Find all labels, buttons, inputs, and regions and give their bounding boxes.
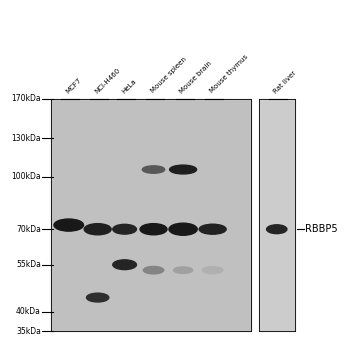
Text: HeLa: HeLa (120, 78, 137, 94)
Ellipse shape (143, 266, 164, 274)
Text: RBBP5: RBBP5 (305, 224, 338, 234)
Ellipse shape (199, 224, 226, 234)
Text: 70kDa: 70kDa (16, 225, 41, 234)
Text: 170kDa: 170kDa (11, 94, 41, 103)
Text: Mouse brain: Mouse brain (179, 60, 213, 94)
Text: 35kDa: 35kDa (16, 327, 41, 336)
Text: 100kDa: 100kDa (11, 172, 41, 181)
Ellipse shape (170, 165, 196, 174)
Bar (51, 99, 251, 331)
Ellipse shape (140, 224, 167, 235)
Ellipse shape (113, 260, 137, 270)
Ellipse shape (203, 267, 223, 274)
Text: 55kDa: 55kDa (16, 260, 41, 269)
Ellipse shape (142, 166, 165, 173)
Ellipse shape (174, 267, 193, 273)
Text: 130kDa: 130kDa (11, 134, 41, 142)
Ellipse shape (84, 224, 111, 235)
Text: Rat liver: Rat liver (272, 70, 297, 94)
Text: NCI-H460: NCI-H460 (94, 67, 121, 94)
Ellipse shape (54, 219, 84, 231)
Text: 40kDa: 40kDa (16, 307, 41, 316)
Text: MCF7: MCF7 (65, 77, 82, 95)
Ellipse shape (86, 293, 109, 302)
Ellipse shape (169, 223, 197, 235)
Ellipse shape (267, 225, 287, 234)
Ellipse shape (113, 224, 137, 234)
Bar (259, 99, 295, 331)
Text: Mouse spleen: Mouse spleen (149, 56, 187, 94)
Text: Mouse thymus: Mouse thymus (208, 54, 249, 94)
